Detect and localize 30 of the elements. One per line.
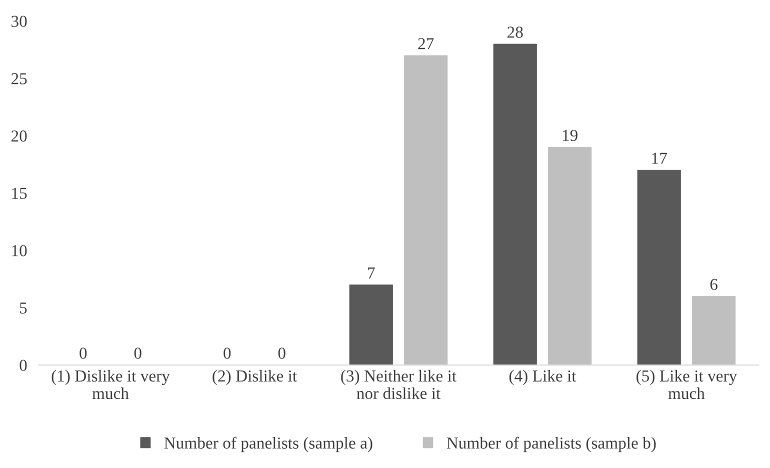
data-label: 0 bbox=[224, 348, 231, 359]
data-label: 0 bbox=[134, 348, 142, 359]
y-tick-label: 10 bbox=[12, 245, 27, 256]
data-label: 28 bbox=[508, 26, 523, 38]
data-label: 0 bbox=[80, 348, 87, 359]
legend-label: Number of panelists (sample a) bbox=[164, 436, 372, 452]
data-label: 7 bbox=[368, 268, 375, 278]
y-tick-label: 30 bbox=[12, 16, 27, 28]
y-tick-label: 15 bbox=[12, 188, 27, 199]
x-tick-label: (1) Dislike it very much bbox=[52, 370, 170, 400]
bar bbox=[637, 170, 681, 366]
x-tick-label: (2) Dislike it bbox=[212, 370, 297, 386]
data-label: 6 bbox=[710, 278, 718, 290]
bar bbox=[349, 284, 393, 366]
x-tick-label: (5) Like it very much bbox=[636, 370, 738, 400]
x-tick-label: (4) Like it bbox=[509, 370, 576, 386]
bar bbox=[692, 296, 736, 366]
data-label: 17 bbox=[652, 152, 667, 164]
y-tick-label: 20 bbox=[11, 130, 27, 142]
legend-label: Number of panelists (sample b) bbox=[446, 436, 656, 452]
y-tick-label: 0 bbox=[20, 360, 27, 371]
bar bbox=[404, 55, 448, 366]
bar bbox=[548, 146, 592, 366]
y-tick-label: 25 bbox=[11, 73, 27, 84]
data-label: 0 bbox=[278, 348, 286, 359]
x-tick-label: (3) Neither like it nor dislike it bbox=[341, 370, 456, 400]
data-label: 27 bbox=[418, 38, 434, 50]
data-label: 19 bbox=[562, 130, 578, 142]
bar bbox=[493, 44, 537, 366]
y-tick-label: 5 bbox=[20, 302, 27, 314]
